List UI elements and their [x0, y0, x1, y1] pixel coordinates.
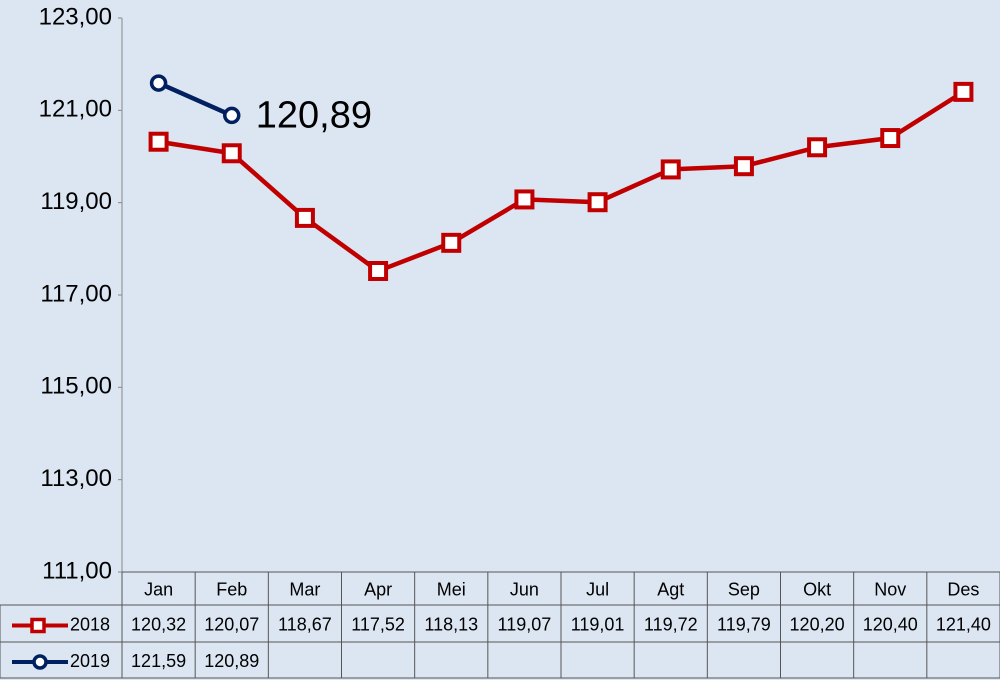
table-value: 118,67: [278, 614, 332, 634]
x-tick-label: Jun: [510, 579, 539, 599]
data-point: [221, 143, 242, 164]
data-point: [294, 207, 315, 228]
data-point: [953, 81, 974, 102]
x-tick-label: Jul: [586, 579, 609, 599]
data-label: 120,89: [256, 94, 372, 136]
y-tick-label: 117,00: [40, 280, 112, 307]
data-point: [148, 131, 169, 152]
y-tick-label: 121,00: [39, 96, 112, 123]
table-value: 119,01: [571, 614, 625, 634]
table-value: 118,13: [424, 614, 478, 634]
x-tick-label: Des: [947, 579, 979, 599]
x-tick-label: Apr: [364, 579, 392, 599]
y-tick-label: 119,00: [40, 188, 112, 215]
data-point: [660, 159, 681, 180]
table-value: 119,07: [498, 614, 552, 634]
table-value: 117,52: [351, 614, 405, 634]
series-line: [157, 81, 233, 118]
table-value: 120,20: [790, 614, 845, 634]
legend-marker: [32, 654, 48, 670]
x-tick-label: Mar: [289, 579, 320, 599]
data-point: [441, 232, 462, 253]
legend-marker: [30, 617, 46, 634]
table-value: 120,89: [204, 651, 259, 671]
table-value: 121,40: [936, 614, 991, 634]
table-value: 119,79: [717, 614, 771, 634]
data-point: [587, 192, 608, 213]
data-point: [368, 260, 389, 281]
table-value: 120,40: [863, 614, 918, 634]
data-point: [733, 156, 754, 177]
x-tick-label: Okt: [803, 579, 831, 599]
y-tick-label: 111,00: [42, 557, 112, 584]
data-point: [223, 106, 241, 125]
x-tick-label: Nov: [874, 579, 906, 599]
y-tick-label: 113,00: [40, 465, 112, 492]
legend-label: 2018: [70, 614, 110, 634]
data-point: [514, 189, 535, 210]
legend-label: 2019: [70, 651, 110, 671]
x-tick-label: Agt: [657, 579, 684, 599]
data-point: [880, 128, 901, 149]
series-line: [158, 89, 965, 274]
x-tick-label: Feb: [216, 579, 247, 599]
x-tick-label: Mei: [437, 579, 466, 599]
x-tick-label: Sep: [728, 579, 760, 599]
data-point: [807, 137, 828, 158]
table-value: 120,32: [131, 614, 186, 634]
table-value: 119,72: [644, 614, 698, 634]
data-point: [149, 74, 168, 92]
x-tick-label: Jan: [144, 579, 173, 599]
table-value: 121,59: [131, 651, 186, 671]
y-tick-label: 115,00: [40, 373, 112, 400]
table-value: 120,07: [204, 614, 259, 634]
y-tick-label: 123,00: [39, 3, 112, 30]
